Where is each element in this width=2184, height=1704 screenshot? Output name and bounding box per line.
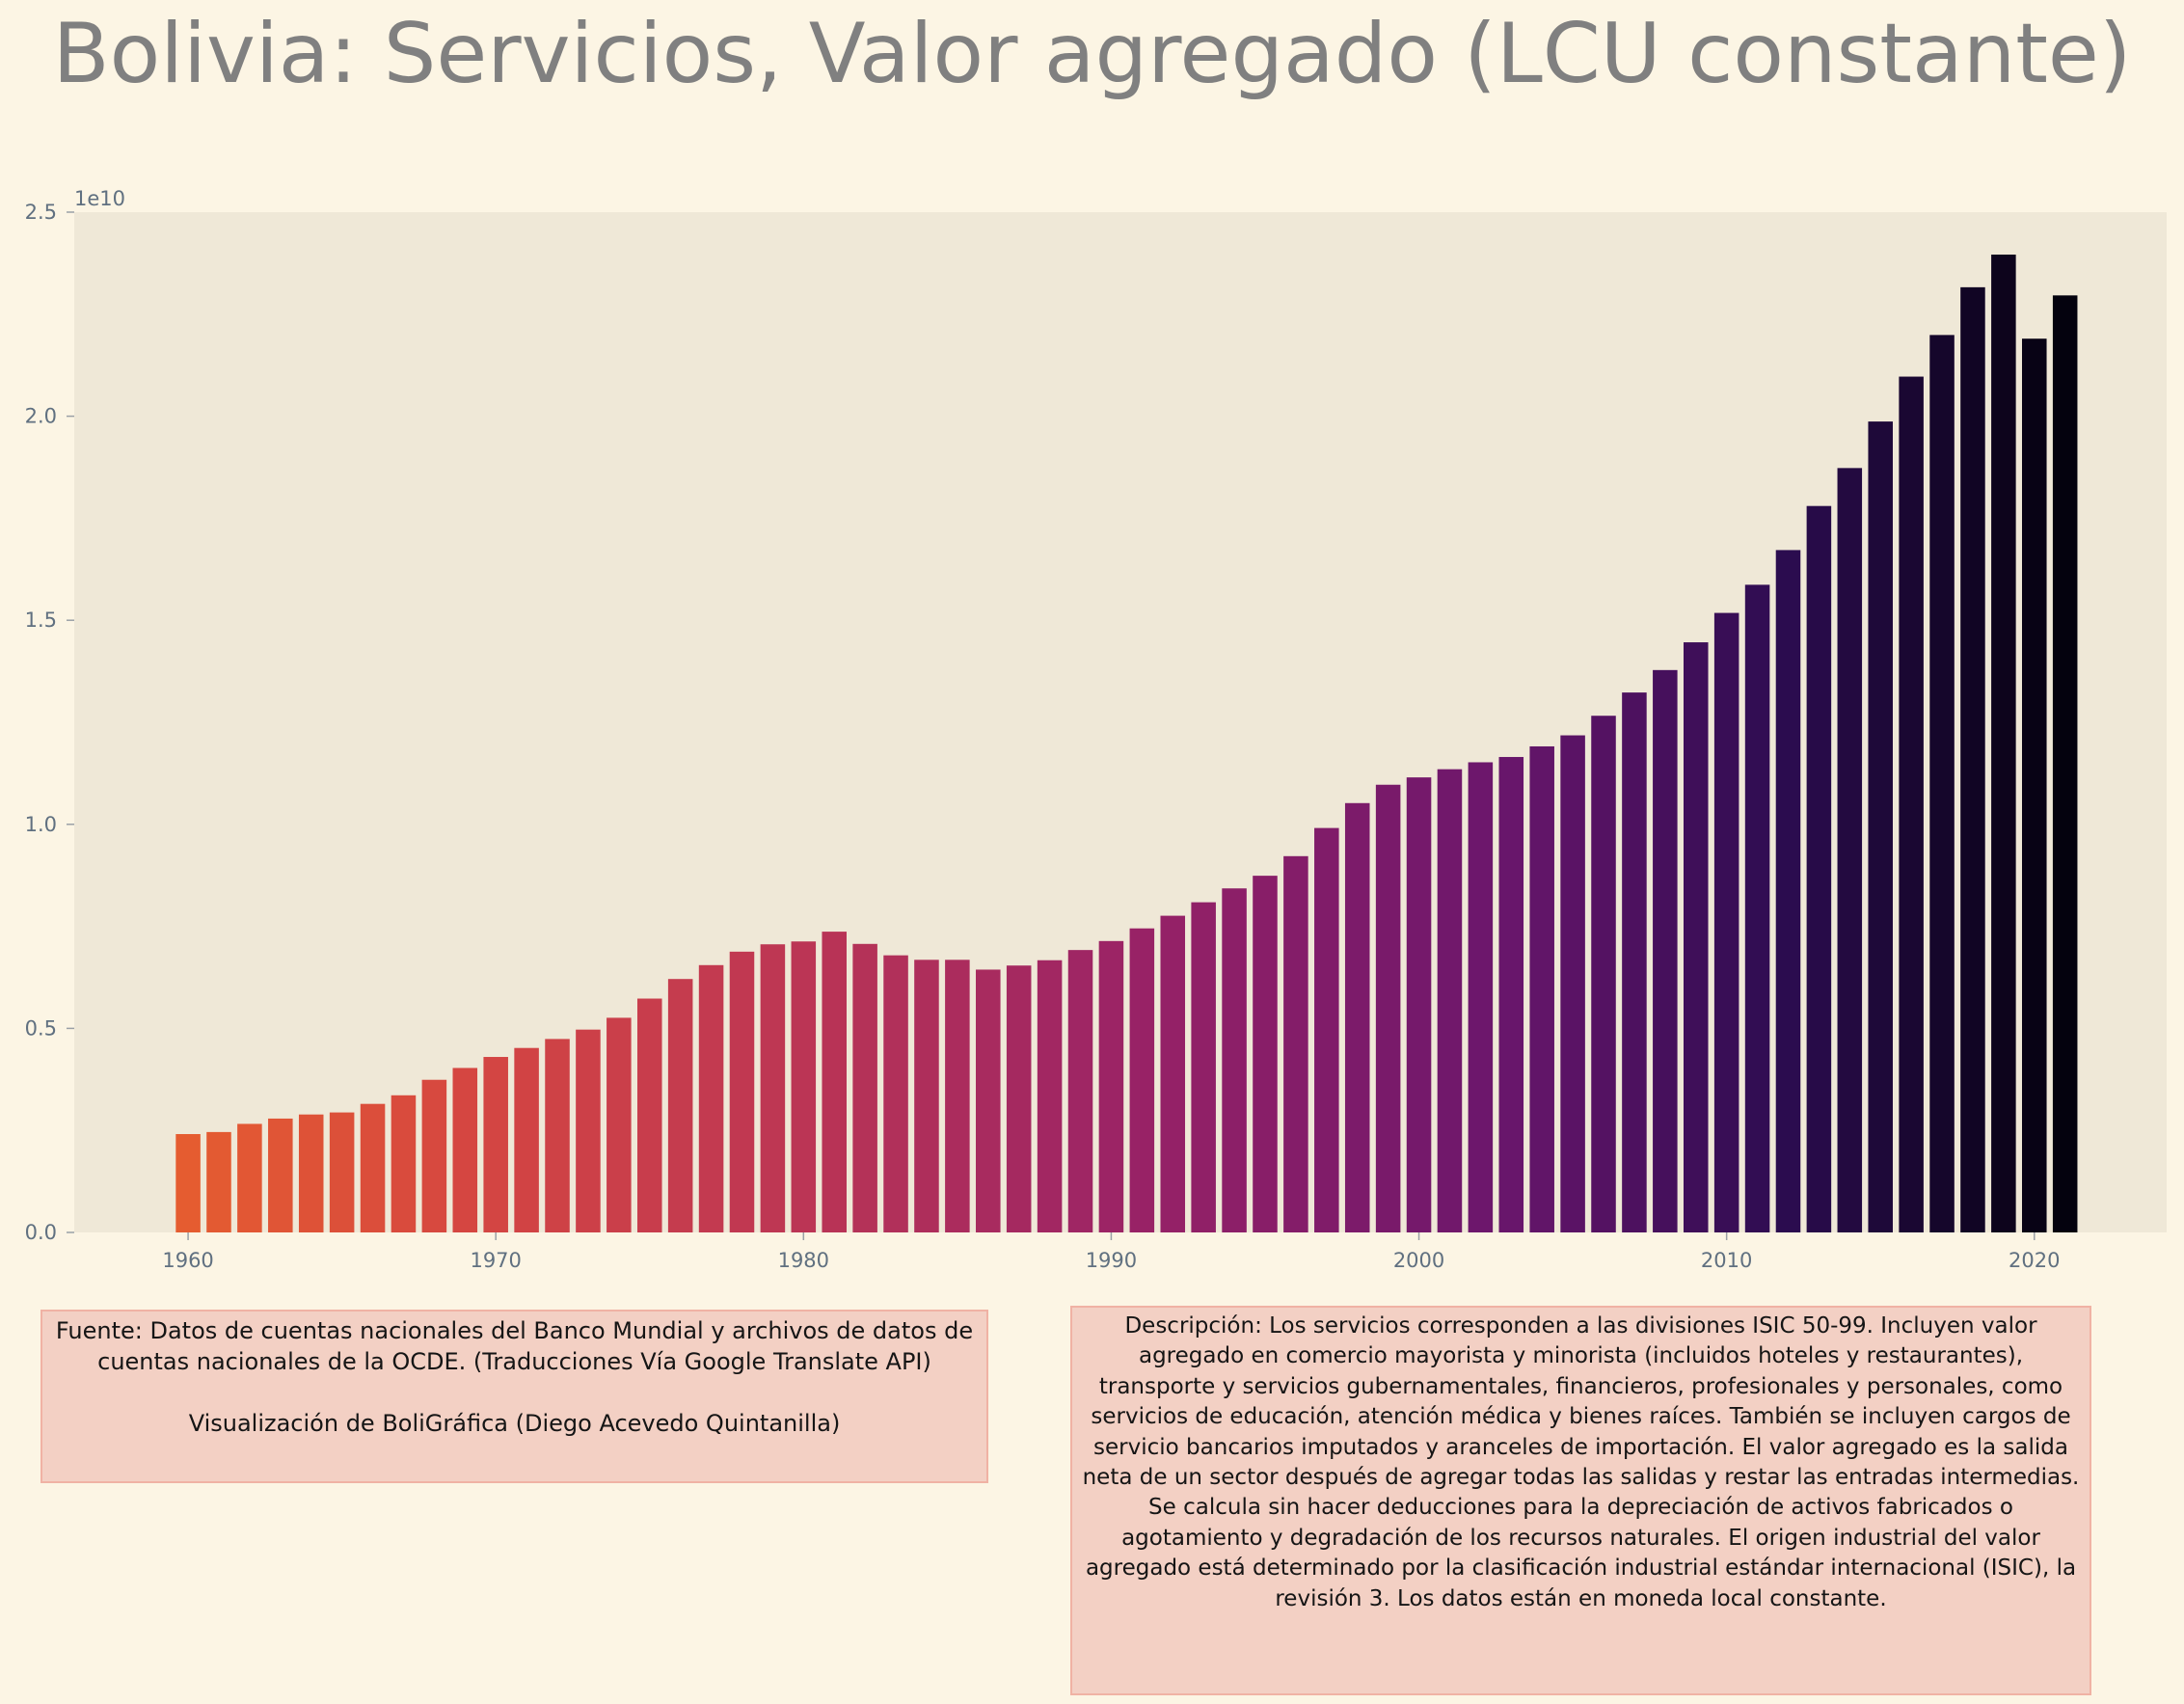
- x-tick-label: 1970: [470, 1249, 521, 1272]
- x-tick-label: 1960: [162, 1249, 213, 1272]
- bar-1975: [636, 998, 662, 1232]
- bar-1960: [175, 1134, 201, 1232]
- bar-2007: [1622, 692, 1647, 1232]
- y-tick-label: 0.5: [25, 1016, 57, 1040]
- bar-1976: [667, 979, 693, 1232]
- bar-1972: [545, 1039, 570, 1232]
- bar-2001: [1437, 769, 1463, 1232]
- bar-1986: [976, 969, 1001, 1232]
- bar-2016: [1899, 376, 1924, 1232]
- x-axis: 1960 1970 1980 1990 2000 2010 2020: [162, 1232, 2061, 1272]
- bar-1964: [298, 1114, 324, 1232]
- bar-1999: [1375, 784, 1401, 1232]
- x-tick-label: 1990: [1086, 1249, 1137, 1272]
- bar-2006: [1591, 716, 1616, 1232]
- bar-1969: [452, 1068, 478, 1232]
- bar-2002: [1468, 762, 1494, 1232]
- bar-1974: [607, 1017, 632, 1232]
- bar-2008: [1653, 669, 1678, 1232]
- bar-1978: [729, 951, 755, 1232]
- bar-2004: [1529, 745, 1554, 1232]
- y-tick-label: 2.5: [25, 201, 57, 224]
- bars-group: [175, 255, 2078, 1233]
- bar-1992: [1160, 915, 1186, 1232]
- bar-1962: [237, 1123, 262, 1232]
- bar-1994: [1222, 888, 1247, 1232]
- bar-2020: [2022, 338, 2047, 1232]
- bar-1965: [329, 1112, 355, 1232]
- bar-1971: [514, 1047, 539, 1232]
- bar-2018: [1960, 286, 1985, 1232]
- x-tick-label: 1980: [778, 1249, 829, 1272]
- bar-1980: [791, 941, 817, 1232]
- chart-title: Bolivia: Servicios, Valor agregado (LCU …: [52, 6, 2132, 102]
- bar-1966: [360, 1103, 386, 1232]
- y-tick-label: 0.0: [25, 1221, 57, 1244]
- bar-2011: [1744, 584, 1770, 1232]
- bar-1985: [945, 960, 970, 1232]
- y-axis-offset-label: 1e10: [74, 187, 125, 210]
- bar-2010: [1713, 612, 1739, 1232]
- bar-1973: [576, 1029, 601, 1232]
- bar-2009: [1683, 642, 1709, 1232]
- x-tick-label: 2020: [2009, 1249, 2060, 1272]
- bar-1961: [206, 1131, 231, 1232]
- description-note: Descripción: Los servicios corresponden …: [1070, 1306, 2091, 1695]
- bar-1990: [1098, 940, 1124, 1232]
- bar-2012: [1775, 550, 1801, 1232]
- x-tick-label: 2010: [1701, 1249, 1752, 1272]
- x-tick-label: 2000: [1393, 1249, 1444, 1272]
- bar-1983: [883, 955, 908, 1232]
- bar-2014: [1837, 468, 1863, 1233]
- bar-1988: [1037, 960, 1063, 1232]
- bar-1963: [268, 1118, 293, 1232]
- bar-chart: 0.0 0.5 1.0 1.5 2.0 2.5 1960 1970 1980 1990 2000 2…: [25, 187, 2167, 1272]
- bar-1981: [822, 932, 847, 1232]
- bar-1987: [1006, 965, 1032, 1232]
- bar-1997: [1314, 827, 1339, 1232]
- bar-2005: [1560, 735, 1585, 1232]
- source-note: Fuente: Datos de cuentas nacionales del …: [40, 1310, 988, 1483]
- bar-1998: [1344, 802, 1370, 1232]
- bar-2013: [1806, 505, 1832, 1232]
- bar-2003: [1498, 756, 1524, 1232]
- y-tick-label: 1.0: [25, 813, 57, 836]
- bar-1996: [1283, 855, 1308, 1232]
- bar-1967: [391, 1095, 417, 1232]
- bar-1977: [698, 964, 724, 1232]
- bar-1970: [483, 1057, 508, 1232]
- bar-2021: [2052, 295, 2078, 1233]
- bar-2017: [1929, 335, 1955, 1232]
- bar-1989: [1067, 950, 1093, 1232]
- y-tick-label: 2.0: [25, 405, 57, 428]
- bar-1995: [1253, 876, 1278, 1232]
- bar-2015: [1868, 421, 1893, 1233]
- bar-2019: [1991, 255, 2016, 1232]
- y-tick-label: 1.5: [25, 609, 57, 632]
- bar-2000: [1406, 777, 1432, 1232]
- bar-1979: [760, 944, 786, 1232]
- bar-1984: [914, 960, 939, 1232]
- bar-1991: [1129, 928, 1155, 1232]
- y-axis: 0.0 0.5 1.0 1.5 2.0 2.5: [25, 201, 74, 1244]
- bar-1993: [1191, 902, 1216, 1232]
- bar-1982: [852, 943, 877, 1232]
- bar-1968: [421, 1079, 447, 1232]
